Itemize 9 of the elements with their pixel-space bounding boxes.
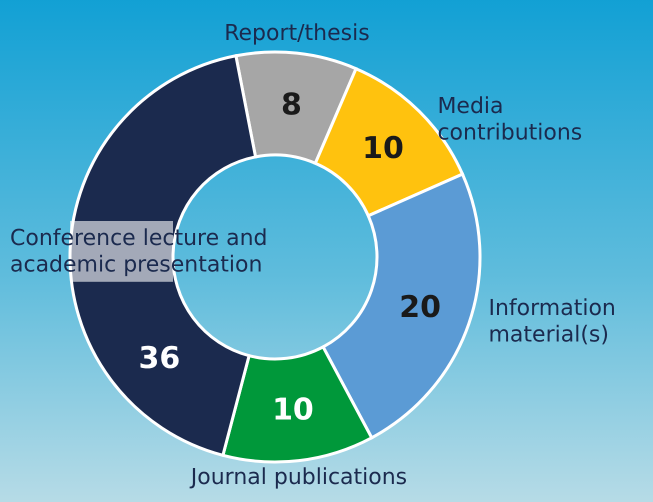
slice-label: Media contributions [437, 94, 582, 146]
data-label: 10 [272, 392, 314, 428]
data-label: 10 [362, 130, 404, 166]
data-label: 8 [280, 87, 302, 122]
data-label: 20 [399, 290, 442, 325]
data-label: 36 [138, 340, 180, 376]
slice-label: Journal publications [188, 465, 408, 490]
slice-label: Report/thesis [224, 21, 370, 46]
slice-label: Information material(s) [488, 296, 616, 348]
